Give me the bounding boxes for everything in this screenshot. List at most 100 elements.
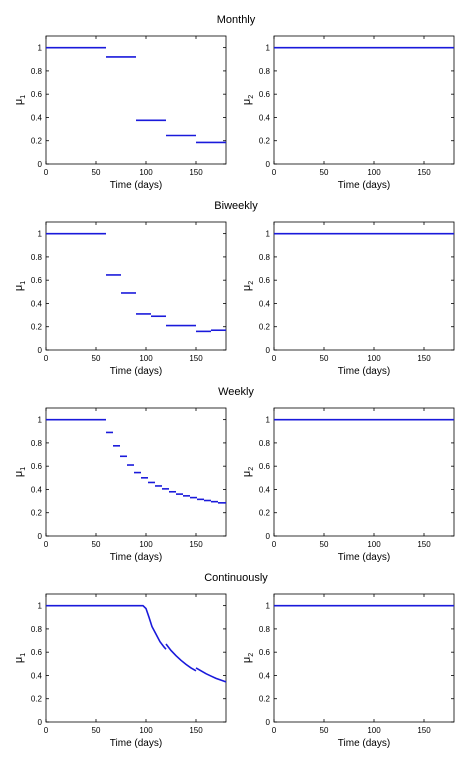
- y-tick-label: 0.6: [31, 462, 43, 471]
- x-tick-label: 50: [320, 354, 329, 363]
- data-line: [165, 643, 197, 672]
- x-tick-label: 0: [44, 354, 49, 363]
- x-axis-label: Time (days): [338, 738, 390, 749]
- y-tick-label: 1: [266, 44, 271, 53]
- y-axis-label-symbol: μ: [13, 657, 25, 663]
- subplot-6: 0 0.2 0.4 0.6 0.8 1 0 50 100 150 Time (days) μ2: [241, 407, 455, 563]
- y-axis-label-subscript: 2: [248, 95, 255, 99]
- x-axis-label: Time (days): [338, 552, 390, 563]
- row-title-continuously: Continuously: [204, 572, 268, 584]
- y-axis-label-subscript: 2: [248, 467, 255, 471]
- x-tick-label: 150: [417, 354, 431, 363]
- x-tick-label: 50: [92, 726, 101, 735]
- axes-box: [45, 35, 227, 165]
- x-axis-label: Time (days): [110, 552, 162, 563]
- row-title-biweekly: Biweekly: [214, 200, 258, 212]
- x-tick-label: 150: [189, 168, 203, 177]
- y-tick-label: 1: [266, 230, 271, 239]
- y-axis-label: μ1: [13, 281, 27, 291]
- x-axis-label: Time (days): [110, 738, 162, 749]
- axes-box: [45, 221, 227, 351]
- y-tick-label: 1: [266, 602, 271, 611]
- y-tick-label: 0.8: [31, 439, 43, 448]
- x-tick-label: 150: [417, 726, 431, 735]
- y-tick-label: 0.6: [259, 276, 271, 285]
- y-tick-label: 0: [38, 532, 43, 541]
- x-tick-label: 150: [417, 540, 431, 549]
- y-tick-label: 0.2: [31, 323, 43, 332]
- y-tick-label: 0.6: [31, 276, 43, 285]
- x-tick-label: 50: [92, 540, 101, 549]
- x-tick-label: 50: [320, 168, 329, 177]
- y-axis-label: μ1: [13, 467, 27, 477]
- y-tick-label: 0.8: [259, 67, 271, 76]
- x-axis-label: Time (days): [110, 366, 162, 377]
- y-axis-label-symbol: μ: [241, 657, 253, 663]
- y-axis-label: μ2: [241, 653, 255, 663]
- y-axis-label-subscript: 1: [20, 653, 27, 657]
- y-tick-label: 0.4: [31, 113, 43, 122]
- y-tick-label: 0.6: [31, 648, 43, 657]
- y-axis-label: μ2: [241, 95, 255, 105]
- x-axis-label: Time (days): [338, 180, 390, 191]
- x-tick-label: 0: [44, 726, 49, 735]
- y-axis-label-symbol: μ: [241, 471, 253, 477]
- y-tick-label: 0.6: [259, 90, 271, 99]
- y-tick-label: 1: [38, 416, 43, 425]
- y-tick-label: 0.4: [31, 299, 43, 308]
- y-axis-label: μ2: [241, 467, 255, 477]
- y-tick-label: 0.2: [259, 509, 271, 518]
- y-tick-label: 1: [38, 44, 43, 53]
- x-tick-label: 150: [417, 168, 431, 177]
- axes-box: [45, 407, 227, 537]
- x-tick-label: 0: [272, 726, 277, 735]
- axes-box: [45, 593, 227, 723]
- y-tick-label: 0.4: [31, 671, 43, 680]
- x-tick-label: 100: [367, 540, 381, 549]
- x-tick-label: 100: [367, 726, 381, 735]
- x-tick-label: 100: [139, 354, 153, 363]
- y-axis-label-symbol: μ: [241, 99, 253, 105]
- x-tick-label: 0: [272, 168, 277, 177]
- x-tick-label: 100: [367, 168, 381, 177]
- x-tick-label: 150: [189, 726, 203, 735]
- y-tick-label: 0.6: [259, 462, 271, 471]
- row-title-monthly: Monthly: [216, 14, 256, 26]
- y-tick-label: 0.8: [259, 625, 271, 634]
- x-tick-label: 0: [272, 354, 277, 363]
- x-tick-label: 150: [189, 354, 203, 363]
- row-title-weekly: Weekly: [218, 386, 254, 398]
- y-tick-label: 0: [266, 160, 271, 169]
- x-tick-label: 150: [189, 540, 203, 549]
- x-tick-label: 0: [44, 168, 49, 177]
- y-tick-label: 0.2: [259, 137, 271, 146]
- axes-box: [273, 221, 455, 351]
- y-tick-label: 0.4: [259, 671, 271, 680]
- y-tick-label: 0.8: [31, 625, 43, 634]
- y-tick-label: 0.2: [259, 695, 271, 704]
- x-tick-label: 50: [92, 354, 101, 363]
- axes-box: [273, 593, 455, 723]
- x-tick-label: 100: [139, 168, 153, 177]
- x-tick-label: 100: [139, 540, 153, 549]
- y-axis-label-symbol: μ: [13, 471, 25, 477]
- y-axis-label-subscript: 1: [20, 467, 27, 471]
- y-tick-label: 0: [266, 346, 271, 355]
- y-axis-label-symbol: μ: [241, 285, 253, 291]
- y-axis-label-symbol: μ: [13, 99, 25, 105]
- y-tick-label: 0: [38, 160, 43, 169]
- y-tick-label: 0: [38, 346, 43, 355]
- y-axis-label-symbol: μ: [13, 285, 25, 291]
- subplot-8: 0 0.2 0.4 0.6 0.8 1 0 50 100 150 Time (days) μ2: [241, 593, 455, 749]
- y-tick-label: 0.4: [259, 299, 271, 308]
- y-tick-label: 1: [38, 230, 43, 239]
- y-tick-label: 0.8: [259, 253, 271, 262]
- y-tick-label: 1: [266, 416, 271, 425]
- x-axis-label: Time (days): [338, 366, 390, 377]
- y-tick-label: 0.8: [259, 439, 271, 448]
